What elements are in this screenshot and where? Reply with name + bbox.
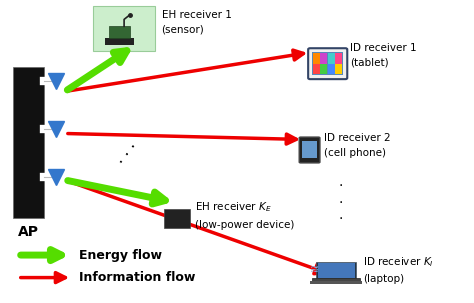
Bar [320,64,327,74]
Text: AP: AP [18,225,39,239]
Text: ID receiver 2: ID receiver 2 [324,133,391,143]
Bar [312,52,343,75]
Text: ≋: ≋ [310,265,319,275]
Bar [105,38,134,45]
Bar [313,53,320,64]
Text: Energy flow: Energy flow [79,248,162,261]
FancyBboxPatch shape [308,48,347,79]
Bar [335,64,342,74]
Bar [320,53,327,64]
Text: Information flow: Information flow [79,271,195,284]
Text: ID receiver $K_I$: ID receiver $K_I$ [363,256,434,269]
Text: · · ·: · · · [115,140,142,169]
Text: EH receiver $K_E$: EH receiver $K_E$ [195,200,271,214]
Bar [312,278,359,282]
Text: (cell phone): (cell phone) [324,148,386,158]
Text: EH receiver 1: EH receiver 1 [162,10,231,20]
Text: ·
·
·: · · · [338,179,343,226]
Text: (tablet): (tablet) [350,58,389,68]
Bar [313,64,320,74]
Bar [310,281,362,284]
Bar [328,53,335,64]
Bar [109,26,130,38]
Bar [302,141,317,158]
FancyBboxPatch shape [13,68,44,218]
FancyBboxPatch shape [93,6,155,51]
Text: (laptop): (laptop) [363,274,404,284]
Bar [164,208,190,228]
Text: ID receiver 1: ID receiver 1 [350,43,417,53]
Bar [318,264,355,278]
Text: (low-power device): (low-power device) [195,220,294,230]
Bar [316,262,356,278]
Bar [328,64,335,74]
Bar [335,53,342,64]
FancyBboxPatch shape [299,137,320,163]
Text: (sensor): (sensor) [162,25,204,35]
